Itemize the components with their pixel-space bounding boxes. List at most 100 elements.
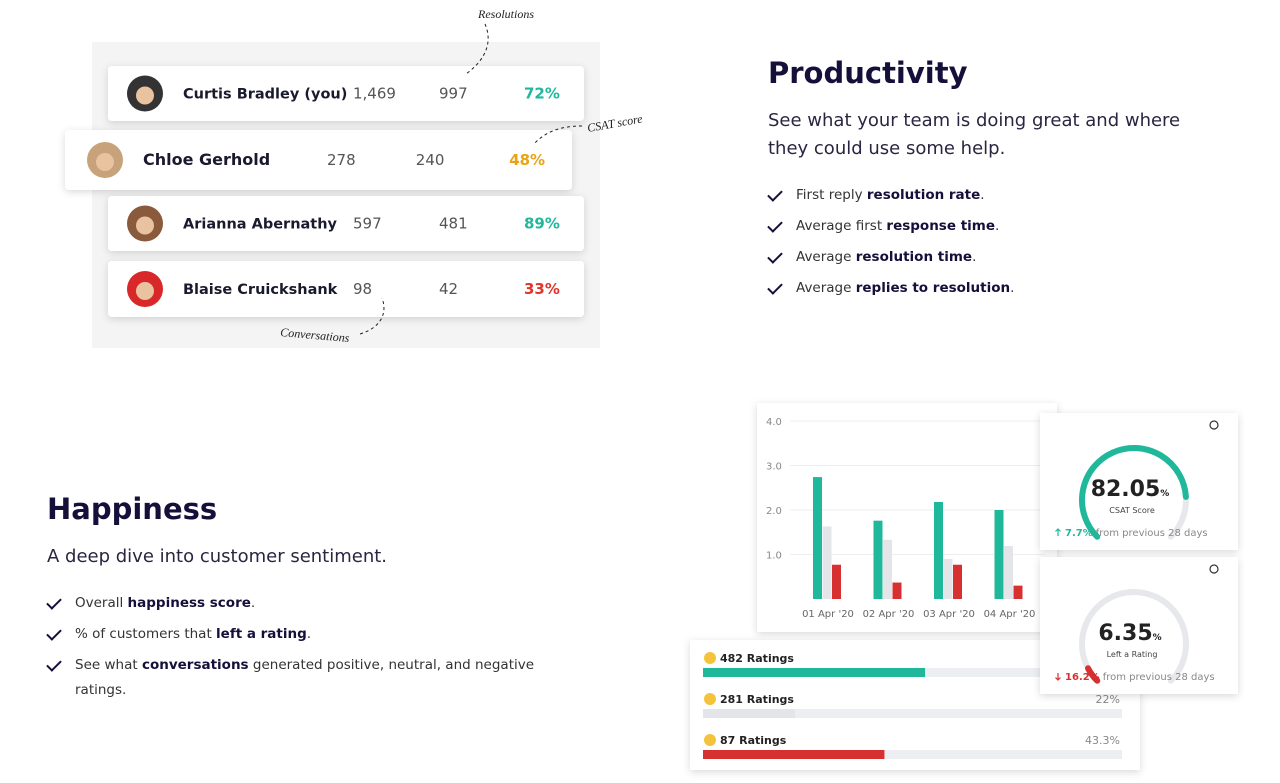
bullet-text: . [250,595,256,611]
gauge-label: Left a Rating [1107,650,1158,659]
check-icon [46,656,62,672]
change-value: 16.2% [1065,672,1100,683]
bullet: Average replies to resolution. [767,276,1256,301]
bullet-text: . [306,626,312,642]
bullet: See what conversations generated positiv… [46,653,555,703]
gauge-arc [1085,665,1101,684]
check-icon [46,625,62,641]
x-tick-label: 02 Apr '20 [863,609,915,620]
bar [934,501,943,599]
y-tick-label: 2.0 [766,506,782,517]
row-resolutions: 997 [439,85,468,103]
rating-bar [703,668,926,677]
bullet-text: . [972,249,977,265]
avatar-face [136,216,154,235]
row-resolutions: 42 [439,280,458,298]
gauge-number: 82.05 [1091,477,1161,502]
gauge-change: 7.7% from previous 28 days [1065,528,1208,539]
info-icon [1209,420,1219,430]
bullet-bold: resolution rate [866,187,981,203]
bullet-bold: happiness score [127,595,251,611]
check-icon [767,248,783,264]
bullet-bold: conversations [141,657,249,673]
y-tick-label: 3.0 [766,462,782,473]
check-icon [767,186,783,202]
gauge-unit: % [1153,633,1162,643]
rating-share: 22% [1096,693,1120,706]
rating-label: 87 Ratings [720,734,787,747]
arrow [359,297,385,335]
gauge-card [1040,557,1238,694]
change-text: from previous 28 days [1103,672,1215,683]
gauge-change: 16.2% from previous 28 days [1065,672,1215,683]
arrow [465,23,489,75]
bar [883,539,892,599]
rating-bar [703,750,885,759]
gauge-label: CSAT Score [1109,506,1155,515]
bullet-bold: resolution time [855,249,973,265]
bullet: Average first response time. [767,214,1256,239]
gauge-value: 82.05% [1091,477,1170,502]
change-text: from previous 28 days [1096,528,1208,539]
annotation: Conversations [280,325,351,345]
section-subtitle: See what your team is doing great and wh… [768,110,1181,159]
rating-track [703,750,1122,759]
bar [873,520,883,599]
avatar-face [136,282,154,300]
row-name: Chloe Gerhold [143,150,270,169]
rating-bar [703,709,796,718]
bar [943,558,953,599]
row-name: Blaise Cruickshank [183,282,338,298]
avatar-face [96,153,114,171]
gauge-unit: % [1160,489,1169,499]
bullet: % of customers that left a rating. [46,622,555,647]
bar [813,477,822,599]
bullet-text: Overall [75,595,128,611]
bullet-text: Average [796,280,856,296]
section-subtitle: A deep dive into customer sentiment. [47,546,388,567]
bullet-text: % of customers that [75,626,217,642]
bullet-text: First reply [796,187,867,203]
row-resolutions: 240 [416,151,445,169]
gauge-card [1040,413,1238,550]
x-tick-label: 03 Apr '20 [923,609,975,620]
bar [1004,546,1013,599]
info-icon [1209,564,1219,574]
row-csat: 33% [524,280,560,298]
section-title: Productivity [768,56,968,90]
y-tick-label: 1.0 [766,551,782,562]
check-icon [46,594,62,610]
bar [1013,585,1023,599]
bar [994,510,1004,599]
gauge-value: 6.35% [1098,621,1161,646]
change-value: 7.7% [1065,528,1093,539]
bullet-text: Average first [796,218,887,234]
bullet-text: Average [796,249,856,265]
bullet-text: . [980,187,985,203]
row-csat: 89% [524,215,560,233]
row-resolutions: 481 [439,215,468,233]
bar [822,526,832,599]
row-card [108,196,584,251]
bullet-text: . [995,218,1000,234]
row-csat: 72% [524,85,560,103]
change-arrow [1055,673,1061,681]
row-name: Curtis Bradley (you) [183,87,347,103]
rating-share: 43.3% [1085,734,1120,747]
bullet: First reply resolution rate. [767,183,1256,208]
check-icon [767,217,783,233]
change-arrow [1055,528,1061,536]
row-card [65,130,572,190]
rating-label: 482 Ratings [720,652,794,665]
rating-label: 281 Ratings [720,693,794,706]
x-tick-label: 04 Apr '20 [984,609,1036,620]
bar [892,582,902,599]
bullet: Average resolution time. [767,245,1256,270]
row-conversations: 98 [353,280,372,298]
row-csat: 48% [509,151,545,169]
bar [953,564,962,599]
section-title: Happiness [47,492,218,526]
check-icon [767,279,783,295]
